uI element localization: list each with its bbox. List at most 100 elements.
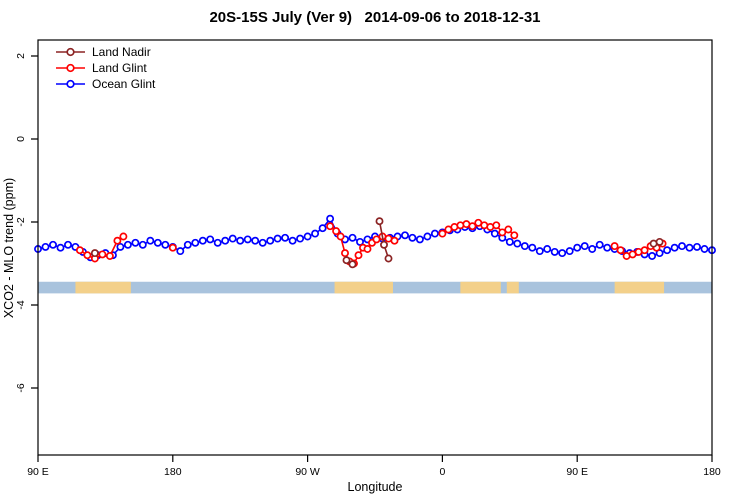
y-axis-ticks <box>31 55 38 389</box>
y-tick-label: 2 <box>15 53 27 59</box>
data-point-ocean-glint <box>206 235 215 244</box>
data-point-ocean-glint <box>603 243 612 252</box>
data-point-land-glint <box>105 252 114 260</box>
data-point-ocean-glint <box>685 243 694 252</box>
data-point-ocean-glint <box>41 242 50 251</box>
data-point-ocean-glint <box>693 242 701 251</box>
data-point-ocean-glint <box>535 247 544 256</box>
series-group <box>34 214 716 269</box>
data-point-ocean-glint <box>116 242 125 251</box>
data-point-ocean-glint <box>528 243 537 252</box>
data-point-land-glint <box>326 222 335 231</box>
data-point-land-glint <box>456 221 465 230</box>
x-tick-label: 0 <box>439 466 445 478</box>
data-point-ocean-glint <box>401 231 409 240</box>
data-point-land-glint <box>332 227 341 236</box>
legend: Land Nadir Land Glint Ocean Glint <box>56 45 156 91</box>
y-axis-title: XCO2 - MLO trend (ppm) <box>2 178 16 318</box>
data-point-land-glint <box>354 251 363 260</box>
data-point-ocean-glint <box>281 233 290 242</box>
x-tick-label: 180 <box>164 466 182 478</box>
data-point-ocean-glint <box>565 247 574 256</box>
data-point-ocean-glint <box>296 234 305 243</box>
legend-marker-icon <box>66 47 75 57</box>
data-point-ocean-glint <box>251 236 260 245</box>
data-point-land-glint <box>341 249 349 258</box>
data-point-ocean-glint <box>266 236 275 245</box>
data-point-land-nadir <box>342 256 351 265</box>
x-tick-label: 180 <box>703 466 721 478</box>
map-strip-land <box>506 281 519 294</box>
map-strip-land <box>75 281 131 294</box>
data-point-ocean-glint <box>415 235 424 244</box>
legend-label: Ocean Glint <box>92 77 156 91</box>
data-point-ocean-glint <box>700 245 709 253</box>
data-point-ocean-glint <box>138 240 147 249</box>
x-tick-label: 90 E <box>566 466 588 478</box>
legend-item-ocean-glint: Ocean Glint <box>56 77 156 91</box>
data-point-land-nadir <box>384 254 393 263</box>
x-axis-ticks <box>37 455 713 462</box>
data-point-ocean-glint <box>303 232 312 241</box>
map-strip <box>38 281 712 294</box>
data-point-land-glint <box>640 246 649 255</box>
data-point-ocean-glint <box>520 242 529 251</box>
data-point-land-nadir <box>380 240 388 249</box>
data-point-ocean-glint <box>648 252 657 260</box>
data-point-ocean-glint <box>326 214 335 223</box>
data-point-ocean-glint <box>588 245 597 253</box>
x-axis-title: Longitude <box>348 480 403 494</box>
data-point-ocean-glint <box>663 246 672 255</box>
y-tick-label: -6 <box>15 383 27 392</box>
data-point-ocean-glint <box>490 229 499 238</box>
data-point-ocean-glint <box>356 237 364 246</box>
data-point-ocean-glint <box>56 243 65 252</box>
data-point-ocean-glint <box>318 224 327 233</box>
y-tick-label: 0 <box>15 136 27 142</box>
data-point-land-glint <box>498 228 507 237</box>
data-point-land-glint <box>504 225 513 234</box>
data-point-ocean-glint <box>288 236 297 245</box>
data-point-ocean-glint <box>64 240 72 249</box>
data-point-ocean-glint <box>558 249 567 258</box>
data-point-ocean-glint <box>273 234 282 243</box>
data-point-ocean-glint <box>513 239 522 248</box>
data-point-land-glint <box>336 232 345 241</box>
data-point-ocean-glint <box>49 240 57 249</box>
data-point-ocean-glint <box>595 240 604 249</box>
data-point-ocean-glint <box>573 243 582 252</box>
data-point-ocean-glint <box>678 242 686 251</box>
data-point-ocean-glint <box>153 238 162 247</box>
data-point-ocean-glint <box>550 247 559 256</box>
data-point-land-nadir <box>375 217 384 226</box>
y-tick-label: -4 <box>15 300 27 309</box>
data-point-ocean-glint <box>183 240 192 249</box>
legend-item-land-glint: Land Glint <box>56 61 147 75</box>
plot-box <box>37 39 713 456</box>
data-point-ocean-glint <box>348 233 357 242</box>
data-point-land-glint <box>438 229 447 238</box>
data-point-land-glint <box>390 236 399 245</box>
data-point-land-glint <box>616 246 625 255</box>
data-point-land-glint <box>468 222 477 231</box>
data-point-land-glint <box>75 246 84 255</box>
data-point-ocean-glint <box>311 229 320 238</box>
data-point-ocean-glint <box>176 247 185 256</box>
data-point-ocean-glint <box>543 245 552 253</box>
data-point-ocean-glint <box>430 229 439 238</box>
legend-label: Land Nadir <box>92 45 151 59</box>
data-point-ocean-glint <box>236 236 245 245</box>
data-point-land-nadir <box>655 237 664 246</box>
map-strip-land <box>334 281 393 294</box>
chart-title: 20S-15S July (Ver 9) 2014-09-06 to 2018-… <box>209 9 540 26</box>
legend-marker-icon <box>66 79 75 89</box>
x-tick-label: 90 W <box>295 466 320 478</box>
data-point-ocean-glint <box>228 234 237 243</box>
data-point-ocean-glint <box>213 238 222 247</box>
data-point-land-glint <box>363 245 372 253</box>
data-point-ocean-glint <box>161 240 170 249</box>
data-point-land-glint <box>492 221 501 230</box>
data-point-land-glint <box>372 235 381 244</box>
data-point-ocean-glint <box>408 233 417 242</box>
